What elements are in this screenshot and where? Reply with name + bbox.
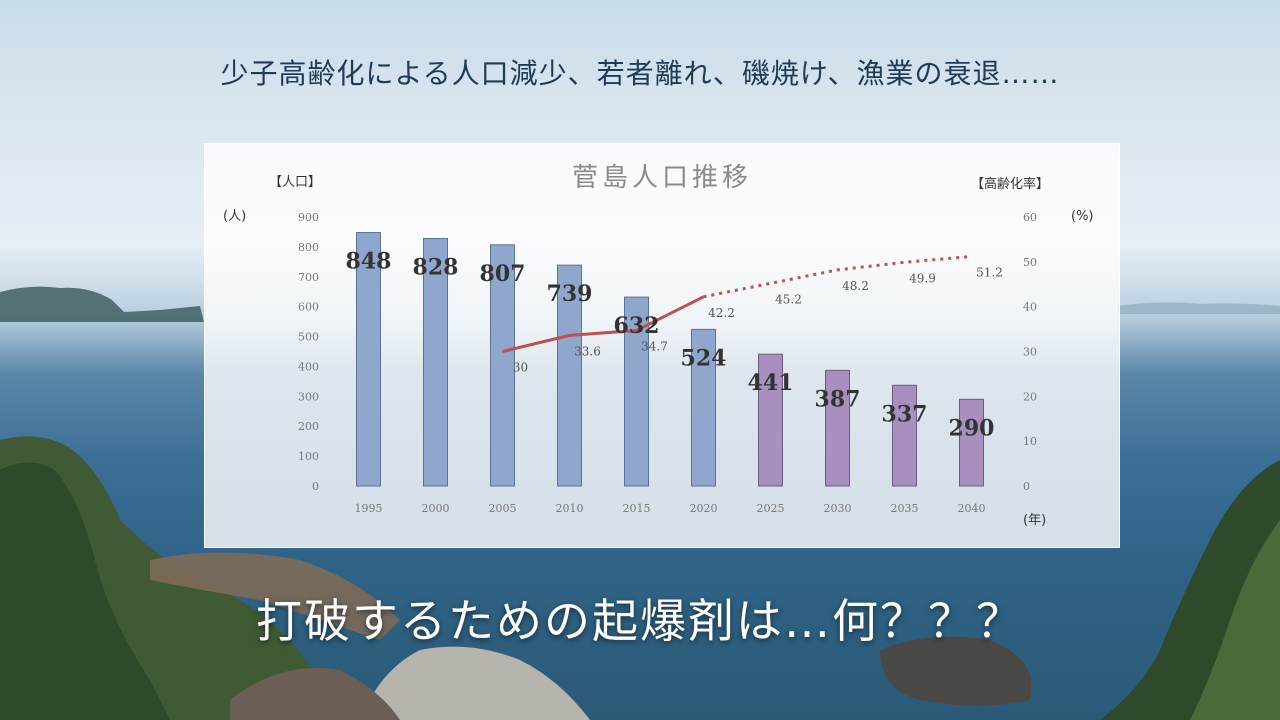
y-tick-label: 600 [298, 301, 319, 314]
bar-data-label: 828 [413, 255, 459, 281]
rate-data-label: 30 [513, 361, 528, 375]
bar-data-label: 632 [614, 313, 660, 339]
x-tick-label: 2035 [891, 502, 919, 515]
bar [624, 296, 649, 487]
bar [490, 244, 515, 487]
y-tick-label: 200 [298, 420, 319, 433]
rate-data-label: 48.2 [842, 279, 869, 293]
left-axis-unit: (人) [223, 209, 246, 224]
bar [557, 264, 582, 487]
y2-tick-label: 20 [1023, 390, 1037, 403]
x-tick-label: 2015 [623, 502, 651, 515]
bar-data-label: 848 [346, 249, 392, 275]
bar-data-label: 807 [480, 261, 526, 287]
headline-text: 少子高齢化による人口減少、若者離れ、磯焼け、漁業の衰退…… [220, 57, 1060, 90]
bar-data-label: 387 [815, 386, 861, 412]
y2-tick-label: 10 [1023, 435, 1037, 448]
rate-line-actual [502, 295, 705, 353]
bar [758, 353, 783, 487]
bar-data-label: 524 [681, 345, 727, 371]
x-tick-label: 1995 [355, 502, 383, 515]
y-tick-label: 700 [298, 271, 319, 284]
chart-panel: 菅島人口推移 【人口】 (人) 【高齢化率】 (%) (年) 0 100 200 30… [204, 143, 1120, 548]
y2-tick-label: 60 [1023, 211, 1037, 224]
y-tick-label: 0 [312, 480, 319, 493]
rate-data-label: 42.2 [708, 306, 735, 320]
rate-data-label: 33.6 [574, 344, 601, 358]
bar-data-label: 739 [547, 281, 593, 307]
bar [825, 369, 850, 487]
bar-data-label: 290 [949, 415, 995, 441]
bar-data-label: 337 [882, 401, 928, 427]
population-chart: 菅島人口推移 【人口】 (人) 【高齢化率】 (%) (年) 010020030… [223, 163, 1094, 528]
y-tick-label: 800 [298, 241, 319, 254]
y-tick-label: 900 [298, 211, 319, 224]
bar [356, 232, 381, 487]
x-tick-label: 2030 [824, 502, 852, 515]
rate-data-label: 34.7 [641, 339, 668, 353]
x-axis-unit: (年) [1023, 513, 1046, 528]
y2-tick-label: 40 [1023, 301, 1037, 314]
y-tick-label: 400 [298, 360, 319, 373]
rate-line-projected [703, 254, 972, 299]
x-tick-label: 2005 [489, 502, 517, 515]
right-axis-title: 【高齢化率】 [971, 176, 1049, 192]
y2-tick-label: 50 [1023, 256, 1037, 269]
x-tick-label: 2025 [757, 502, 785, 515]
right-axis-unit: (%) [1071, 209, 1094, 224]
bar [959, 398, 984, 487]
x-tick-label: 2040 [958, 502, 986, 515]
plot-area: 0100200300400500600700800900010203040506… [298, 211, 1037, 515]
rate-data-label: 51.2 [976, 265, 1003, 279]
y-tick-label: 500 [298, 331, 319, 344]
bar-data-label: 441 [748, 370, 794, 396]
left-axis-title: 【人口】 [269, 175, 321, 190]
chart-title: 菅島人口推移 [572, 163, 752, 193]
y2-tick-label: 0 [1023, 480, 1030, 493]
rate-data-label: 49.9 [909, 271, 936, 285]
rate-data-label: 45.2 [775, 292, 802, 306]
x-tick-label: 2000 [422, 502, 450, 515]
y2-tick-label: 30 [1023, 346, 1037, 359]
bar [423, 238, 448, 487]
y-tick-label: 300 [298, 390, 319, 403]
x-tick-label: 2010 [556, 502, 584, 515]
bar [892, 384, 917, 487]
y-tick-label: 100 [298, 450, 319, 463]
x-tick-label: 2020 [690, 502, 718, 515]
bottom-question-text: 打破するための起爆剤は…何？？？ [256, 594, 1024, 648]
bar [691, 328, 716, 487]
